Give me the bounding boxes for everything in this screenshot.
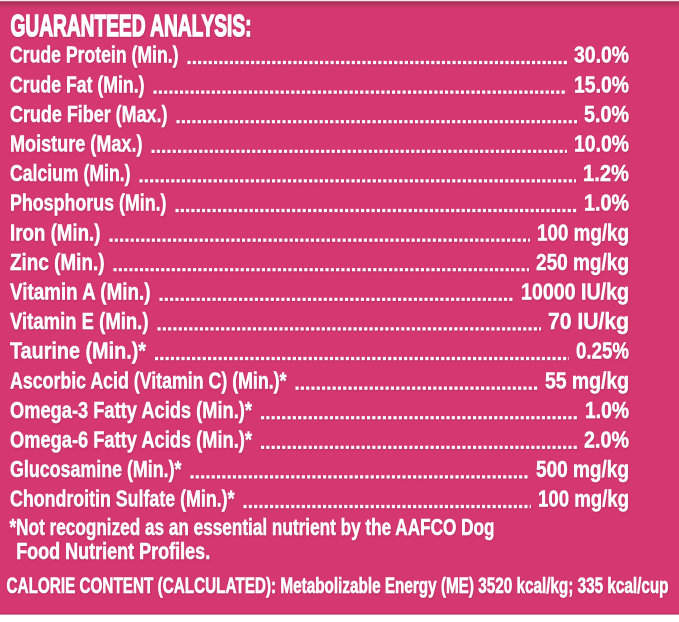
svg-text:Phosphorus (Min.): Phosphorus (Min.) <box>10 190 167 216</box>
svg-text:10.0%: 10.0% <box>574 131 629 157</box>
svg-text:2.0%: 2.0% <box>584 427 629 453</box>
svg-text:Chondroitin Sulfate (Min.)*: Chondroitin Sulfate (Min.)* <box>10 486 235 512</box>
svg-text:5.0%: 5.0% <box>584 101 629 127</box>
svg-text:10000 IU/kg: 10000 IU/kg <box>521 279 629 305</box>
svg-text:1.2%: 1.2% <box>583 160 629 186</box>
svg-text:Vitamin A (Min.): Vitamin A (Min.) <box>10 279 151 305</box>
svg-text:Vitamin E (Min.): Vitamin E (Min.) <box>10 308 149 334</box>
svg-text:1.0%: 1.0% <box>585 397 629 423</box>
svg-text:CALORIE CONTENT (CALCULATED):: CALORIE CONTENT (CALCULATED): Metaboliza… <box>7 573 669 598</box>
svg-text:Glucosamine (Min.)*: Glucosamine (Min.)* <box>10 456 182 482</box>
svg-text:500 mg/kg: 500 mg/kg <box>536 456 629 482</box>
svg-text:GUARANTEED ANALYSIS:: GUARANTEED ANALYSIS: <box>11 8 252 43</box>
svg-text:1.0%: 1.0% <box>584 190 629 216</box>
svg-text:Crude Fiber (Max.): Crude Fiber (Max.) <box>10 101 168 127</box>
svg-text:Moisture (Max.): Moisture (Max.) <box>10 131 143 157</box>
svg-text:15.0%: 15.0% <box>574 71 629 97</box>
svg-text:100 mg/kg: 100 mg/kg <box>537 219 629 245</box>
svg-text:Iron (Min.): Iron (Min.) <box>10 219 101 245</box>
svg-text:0.25%: 0.25% <box>576 338 629 364</box>
svg-text:250 mg/kg: 250 mg/kg <box>536 249 629 275</box>
svg-text:Food Nutrient Profiles.: Food Nutrient Profiles. <box>16 538 210 564</box>
svg-text:100 mg/kg: 100 mg/kg <box>538 486 629 512</box>
svg-text:Crude Protein (Min.): Crude Protein (Min.) <box>10 42 179 68</box>
svg-text:Ascorbic Acid (Vitamin C) (Min: Ascorbic Acid (Vitamin C) (Min.)* <box>10 367 287 393</box>
svg-text:Taurine (Min.)*: Taurine (Min.)* <box>10 338 146 364</box>
svg-text:30.0%: 30.0% <box>574 42 629 68</box>
svg-text:Calcium (Min.): Calcium (Min.) <box>10 160 131 186</box>
svg-text:55 mg/kg: 55 mg/kg <box>545 367 629 393</box>
svg-text:Crude Fat (Min.): Crude Fat (Min.) <box>10 71 145 97</box>
svg-text:Omega-6 Fatty Acids (Min.)*: Omega-6 Fatty Acids (Min.)* <box>10 427 252 453</box>
svg-text:Omega-3 Fatty Acids (Min.)*: Omega-3 Fatty Acids (Min.)* <box>10 397 252 423</box>
svg-text:Zinc (Min.): Zinc (Min.) <box>10 249 105 275</box>
svg-text:*Not recognized as an essentia: *Not recognized as an essential nutrient… <box>10 514 495 540</box>
svg-text:70 IU/kg: 70 IU/kg <box>548 308 629 334</box>
